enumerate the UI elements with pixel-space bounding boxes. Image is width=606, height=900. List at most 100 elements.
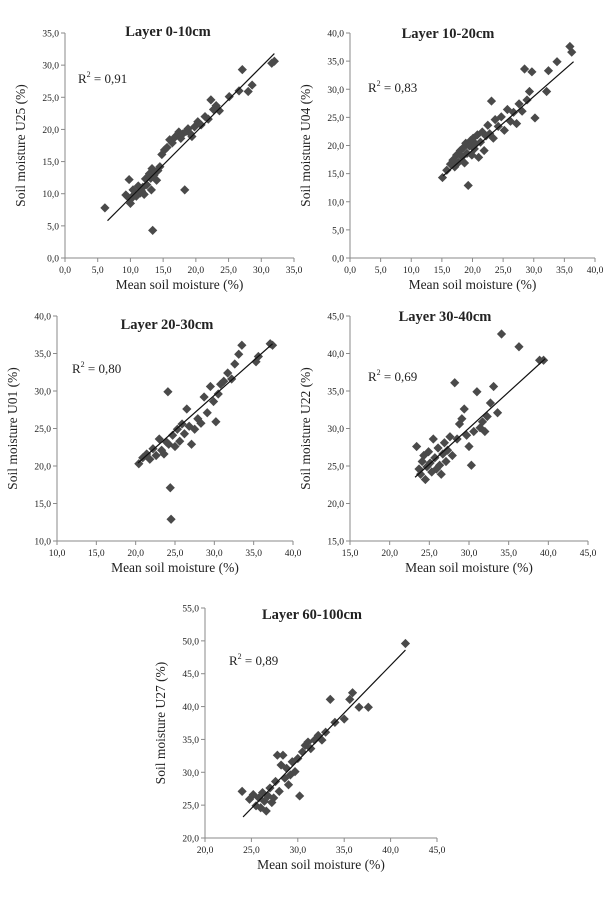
data-point: [261, 806, 271, 816]
data-point: [481, 131, 491, 141]
data-point: [477, 417, 488, 427]
x-tick-label: 15,0: [434, 266, 451, 276]
data-point: [148, 225, 158, 235]
data-point: [278, 750, 288, 760]
data-point: [151, 450, 161, 461]
data-point: [442, 165, 452, 175]
data-point: [477, 127, 487, 137]
data-point: [214, 106, 225, 116]
y-tick-label: 30,0: [34, 388, 51, 398]
y-tick-label: 25,0: [182, 802, 199, 812]
data-point: [180, 185, 190, 195]
data-point: [234, 349, 244, 359]
data-point: [522, 95, 532, 105]
data-point: [325, 694, 335, 704]
data-point: [234, 86, 244, 96]
x-tick-label: 30,0: [206, 549, 223, 559]
x-tick-label: 45,0: [580, 549, 597, 559]
chart-panel-1: 0,0 5,0 10,0 15,0 20,0 25,0 30,0 35,0 0,0 5,0 10,0…: [13, 24, 303, 292]
chart-panel-5: 20,0 25,0 30,0 35,0 40,0 45,0 20,0 25,0 30,0 35,0…: [153, 605, 446, 873]
y-tick-label: 35,0: [34, 350, 51, 360]
x-tick-label: 35,0: [556, 266, 573, 276]
data-point: [166, 514, 176, 524]
data-point: [309, 735, 320, 745]
r-squared-label: R2 = 0,69: [368, 368, 417, 384]
data-point: [469, 426, 479, 437]
trendline: [414, 358, 546, 478]
data-point: [317, 735, 327, 745]
y-tick-label: 25,0: [42, 94, 59, 104]
x-axis-title: Mean soil moisture (%): [409, 277, 537, 292]
x-tick-label: 20,0: [381, 549, 398, 559]
x-axis-title: Mean soil moisture (%): [405, 560, 533, 575]
data-point: [483, 120, 493, 130]
y-tick-label: 0,0: [47, 255, 59, 265]
data-point: [567, 47, 577, 57]
x-tick-label: 5,0: [375, 266, 387, 276]
r-squared-label: R2 = 0,91: [78, 70, 127, 86]
data-points: [437, 41, 577, 191]
data-point: [224, 92, 234, 102]
y-tick-label: 20,0: [34, 463, 51, 473]
x-tick-label: 30,0: [461, 549, 478, 559]
data-point: [420, 474, 430, 485]
x-tick-label: 20,0: [188, 266, 205, 276]
trendline: [242, 649, 406, 818]
y-tick-label: 20,0: [327, 142, 344, 152]
data-point: [152, 175, 162, 185]
y-tick-label: 30,0: [42, 62, 59, 72]
y-tick-label: 0,0: [332, 255, 344, 265]
data-point: [552, 57, 562, 67]
data-point: [502, 104, 513, 115]
data-point: [251, 801, 261, 811]
x-tick-label: 15,0: [88, 549, 105, 559]
data-point: [170, 441, 180, 452]
y-tick-label: 25,0: [327, 114, 344, 124]
x-tick-label: 40,0: [587, 266, 604, 276]
data-point: [208, 104, 219, 115]
y-axis-title: Soil moisture U01 (%): [5, 367, 20, 490]
data-point: [265, 783, 275, 793]
x-tick-label: 35,0: [500, 549, 517, 559]
chart-panel-3: 10,0 15,0 20,0 25,0 30,0 35,0 40,0 10,0 15,0 20,0…: [5, 313, 302, 576]
y-tick-label: 15,0: [327, 538, 344, 548]
data-point: [468, 133, 478, 143]
y-tick-label: 5,0: [47, 222, 59, 232]
data-point: [496, 112, 506, 122]
y-tick-label: 15,0: [42, 158, 59, 168]
data-point: [269, 56, 279, 66]
data-point: [274, 786, 284, 796]
data-point: [243, 86, 253, 97]
x-tick-label: 0,0: [344, 266, 356, 276]
y-tick-label: 35,0: [42, 30, 59, 40]
data-point: [530, 113, 540, 123]
y-tick-label: 30,0: [327, 425, 344, 435]
panel-title: Layer 10-20cm: [402, 26, 495, 42]
x-tick-label: 20,0: [197, 846, 214, 856]
data-point: [211, 417, 221, 427]
data-point: [290, 767, 300, 777]
data-point: [237, 340, 247, 350]
y-axis-title: Soil moisture U22 (%): [298, 367, 313, 490]
data-point: [441, 456, 451, 467]
data-point: [445, 432, 455, 442]
data-point: [543, 66, 554, 76]
data-point: [459, 404, 469, 414]
data-point: [435, 460, 445, 470]
data-point: [182, 404, 192, 414]
data-point: [485, 129, 495, 139]
data-point: [450, 162, 460, 172]
data-point: [208, 396, 219, 407]
data-point: [436, 469, 446, 479]
data-point: [196, 120, 206, 130]
data-point: [462, 148, 472, 158]
data-point: [524, 86, 535, 97]
y-tick-label: 40,0: [327, 350, 344, 360]
data-point: [179, 429, 190, 439]
data-point: [466, 135, 476, 146]
data-point: [450, 378, 460, 388]
panel-title: Layer 60-100cm: [262, 607, 362, 623]
data-point: [447, 450, 457, 461]
x-axis-title: Mean soil moisture (%): [116, 277, 244, 292]
